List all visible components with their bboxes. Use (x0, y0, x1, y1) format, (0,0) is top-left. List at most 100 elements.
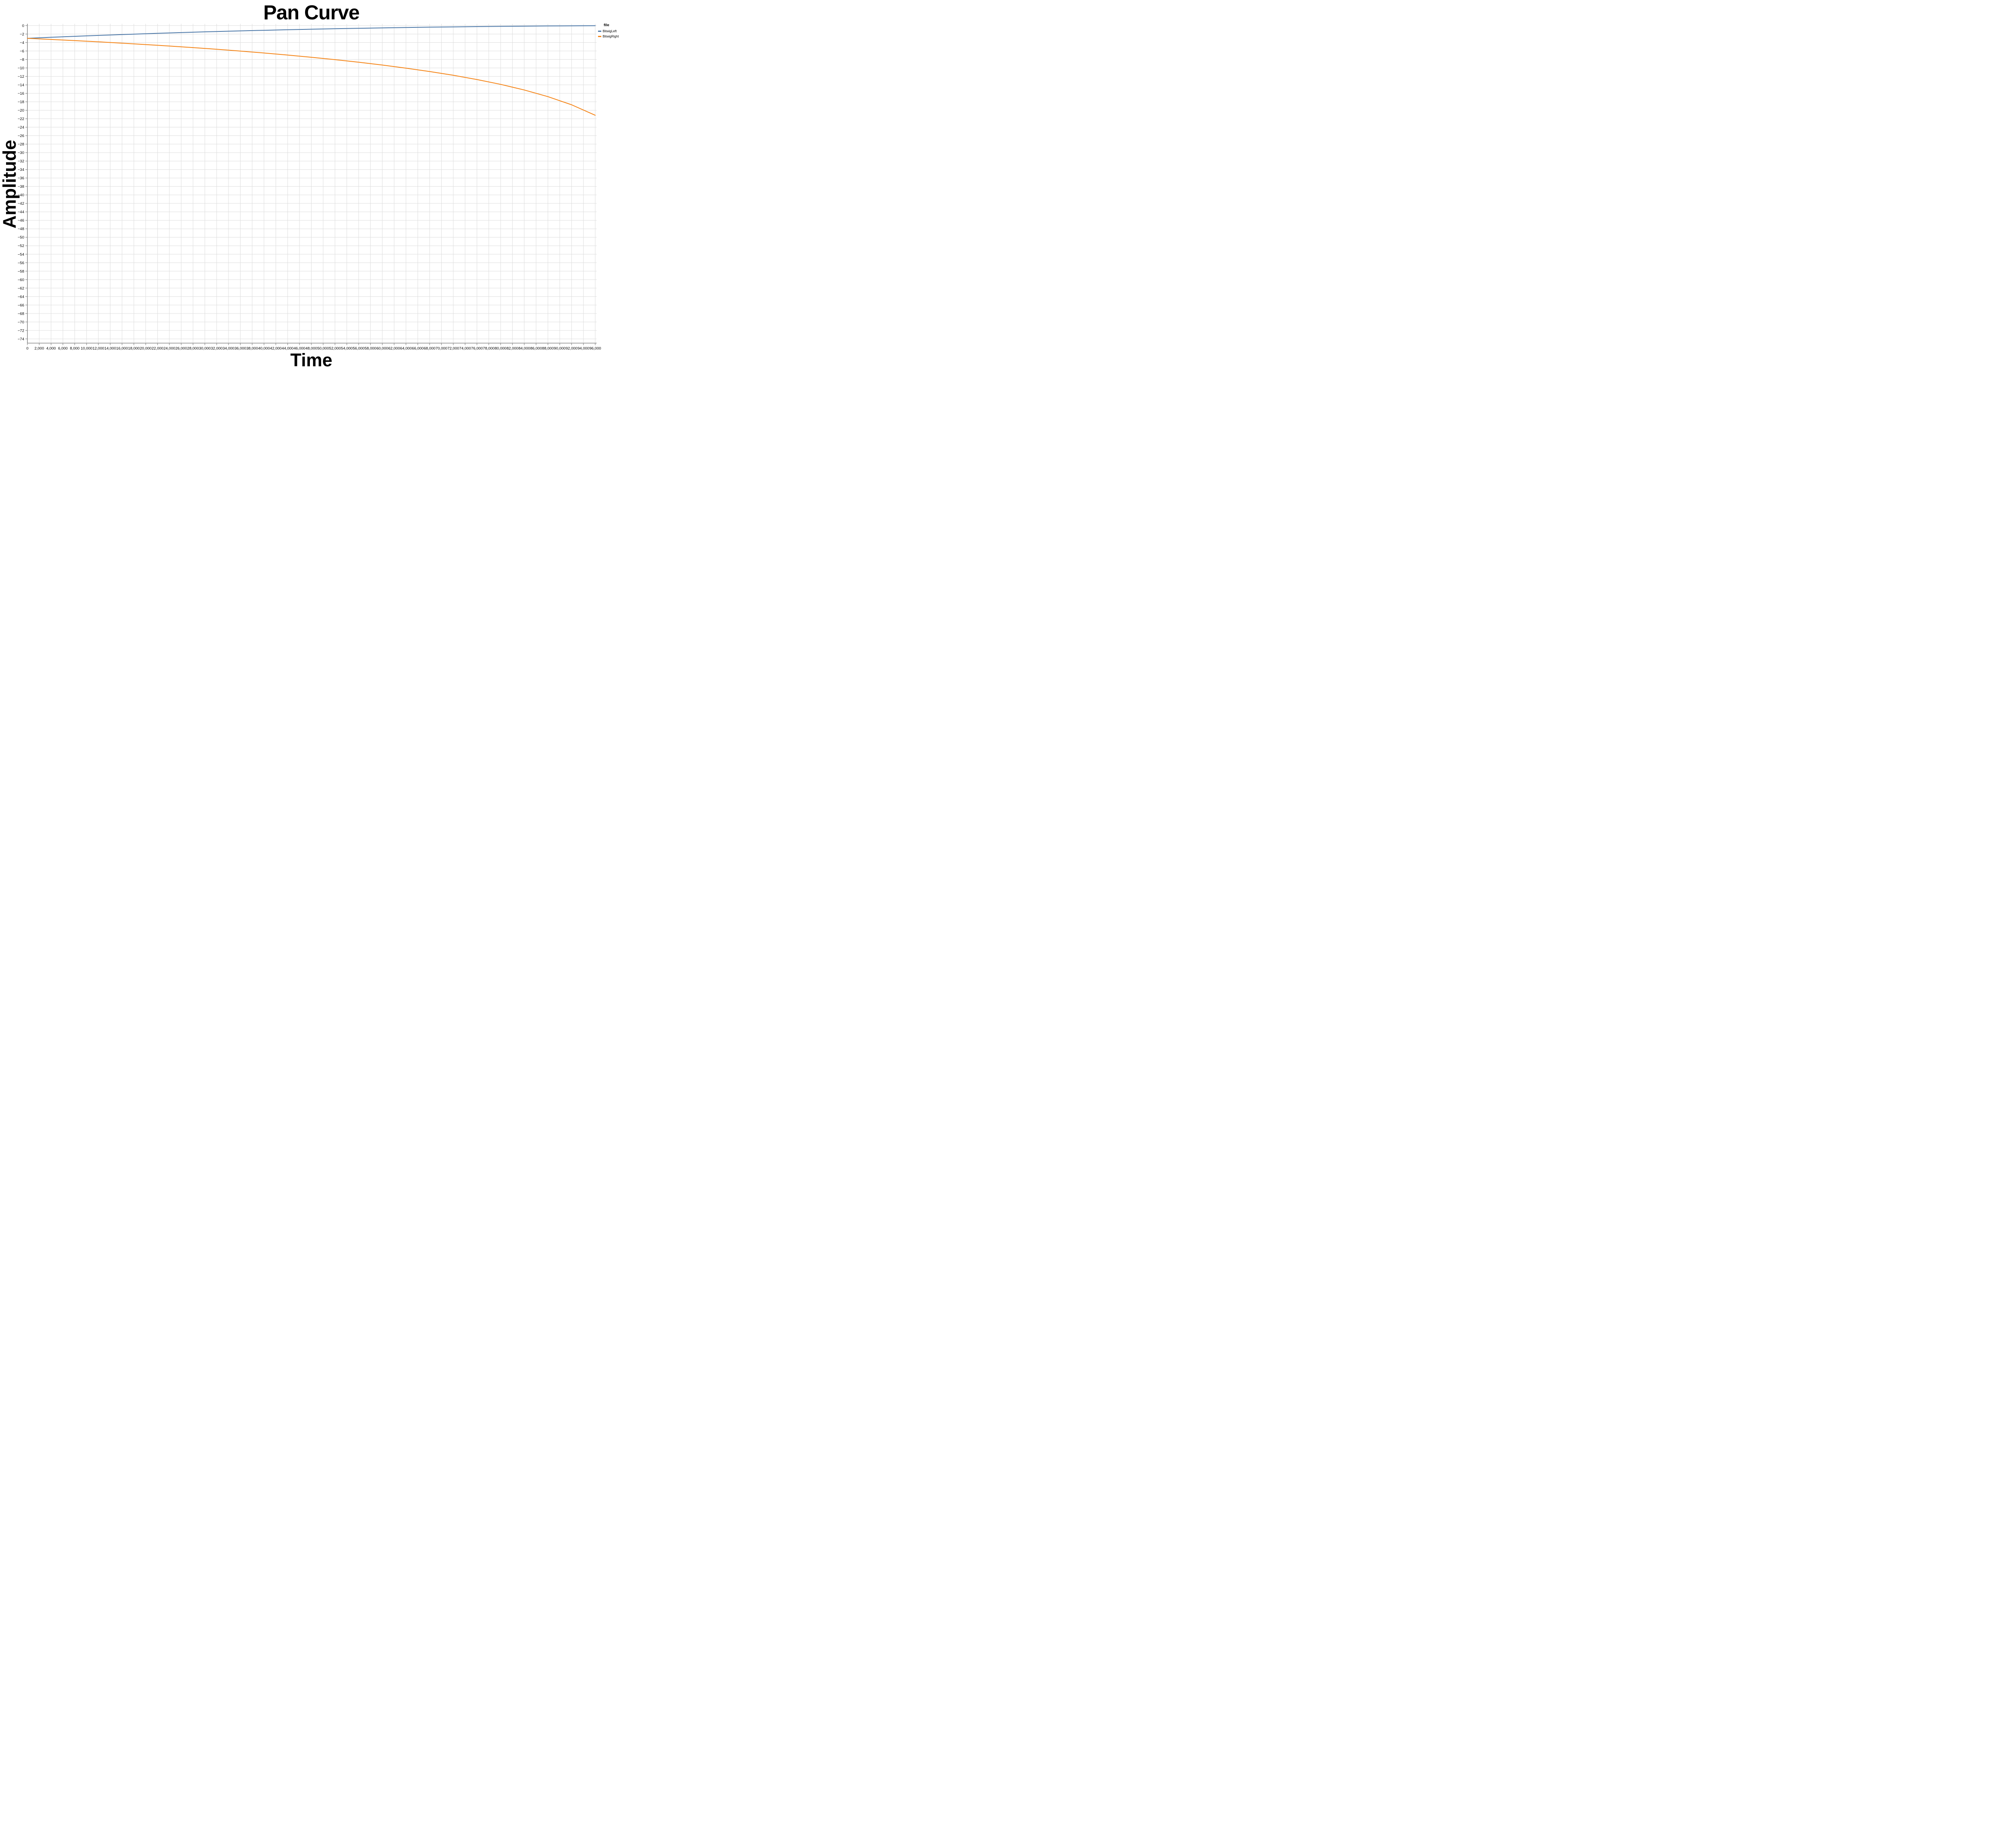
y-tick-labels: 0 −2 −4 −6 −8 −10 −12 −14 −16 −18 −20 −22 −24 −26 −28 −… (18, 24, 24, 341)
svg-text:−60: −60 (18, 278, 24, 282)
svg-text:30,000: 30,000 (199, 347, 211, 351)
svg-text:28,000: 28,000 (187, 347, 199, 351)
svg-text:−56: −56 (18, 261, 24, 265)
svg-text:26,000: 26,000 (175, 347, 187, 351)
svg-text:−26: −26 (18, 134, 24, 138)
svg-text:−34: −34 (18, 168, 24, 172)
svg-text:6,000: 6,000 (58, 347, 68, 351)
legend-item: BitwigRight (598, 35, 619, 38)
svg-text:12,000: 12,000 (93, 347, 104, 351)
svg-text:82,000: 82,000 (507, 347, 518, 351)
svg-text:−16: −16 (18, 91, 24, 96)
svg-text:−36: −36 (18, 176, 24, 181)
svg-text:24,000: 24,000 (164, 347, 175, 351)
series-line-BitwigRight (27, 38, 596, 116)
svg-text:−6: −6 (20, 49, 24, 54)
svg-text:72,000: 72,000 (447, 347, 459, 351)
axis-ticks (25, 25, 596, 345)
x-tick-labels: 0 2,000 4,000 6,000 8,000 10,000 12,000 14,000 1… (26, 347, 601, 351)
chart-title: Pan Curve (263, 1, 359, 24)
svg-text:42,000: 42,000 (270, 347, 282, 351)
legend-line-swatch (598, 36, 601, 37)
svg-text:86,000: 86,000 (530, 347, 542, 351)
svg-text:−50: −50 (18, 235, 24, 240)
svg-text:−42: −42 (18, 201, 24, 206)
svg-text:78,000: 78,000 (483, 347, 494, 351)
svg-text:32,000: 32,000 (211, 347, 222, 351)
svg-text:−4: −4 (20, 41, 24, 45)
svg-text:−10: −10 (18, 66, 24, 71)
gridlines (27, 24, 597, 343)
svg-text:−52: −52 (18, 244, 24, 248)
x-axis-title: Time (290, 350, 332, 370)
svg-text:−70: −70 (18, 320, 24, 324)
svg-text:−46: −46 (18, 218, 24, 223)
svg-text:34,000: 34,000 (222, 347, 234, 351)
legend-item: BitwigLeft (598, 29, 619, 33)
svg-text:66,000: 66,000 (412, 347, 424, 351)
svg-text:76,000: 76,000 (471, 347, 483, 351)
svg-text:80,000: 80,000 (495, 347, 507, 351)
svg-text:−24: −24 (18, 125, 24, 130)
svg-text:−44: −44 (18, 210, 24, 214)
svg-text:−28: −28 (18, 142, 24, 147)
svg-text:88,000: 88,000 (542, 347, 554, 351)
svg-text:−74: −74 (18, 337, 24, 341)
svg-text:60,000: 60,000 (376, 347, 388, 351)
legend-item-label: BitwigLeft (602, 29, 617, 33)
svg-text:74,000: 74,000 (459, 347, 471, 351)
svg-text:20,000: 20,000 (140, 347, 152, 351)
series-lines (27, 25, 596, 116)
svg-text:50,000: 50,000 (317, 347, 329, 351)
svg-text:10,000: 10,000 (81, 347, 92, 351)
svg-text:70,000: 70,000 (436, 347, 447, 351)
svg-text:−64: −64 (18, 295, 24, 299)
legend-item-label: BitwigRight (602, 35, 619, 38)
chart: 0 2,000 4,000 6,000 8,000 10,000 12,000 14,000 1… (0, 0, 619, 370)
svg-text:−2: −2 (20, 32, 24, 37)
axis-domain (27, 24, 597, 344)
svg-text:14,000: 14,000 (104, 347, 116, 351)
svg-text:−54: −54 (18, 252, 24, 257)
svg-text:−38: −38 (18, 185, 24, 189)
svg-text:−30: −30 (18, 151, 24, 155)
svg-text:2,000: 2,000 (34, 347, 44, 351)
svg-text:16,000: 16,000 (116, 347, 128, 351)
svg-text:0: 0 (22, 24, 24, 28)
svg-text:54,000: 54,000 (341, 347, 353, 351)
svg-text:90,000: 90,000 (554, 347, 565, 351)
svg-text:62,000: 62,000 (388, 347, 400, 351)
svg-text:40,000: 40,000 (258, 347, 270, 351)
svg-text:44,000: 44,000 (282, 347, 293, 351)
svg-text:−66: −66 (18, 303, 24, 307)
svg-text:−18: −18 (18, 100, 24, 104)
legend-title: file (604, 23, 609, 27)
svg-text:−72: −72 (18, 328, 24, 333)
svg-text:−68: −68 (18, 311, 24, 316)
svg-text:64,000: 64,000 (400, 347, 412, 351)
svg-text:−20: −20 (18, 108, 24, 113)
svg-text:48,000: 48,000 (305, 347, 317, 351)
svg-text:22,000: 22,000 (152, 347, 163, 351)
svg-text:−12: −12 (18, 75, 24, 79)
svg-text:−58: −58 (18, 269, 24, 274)
svg-text:96,000: 96,000 (589, 347, 601, 351)
svg-text:94,000: 94,000 (577, 347, 589, 351)
svg-text:36,000: 36,000 (235, 347, 246, 351)
svg-text:52,000: 52,000 (329, 347, 341, 351)
svg-text:18,000: 18,000 (128, 347, 140, 351)
svg-text:58,000: 58,000 (365, 347, 376, 351)
svg-text:−32: −32 (18, 159, 24, 164)
svg-text:0: 0 (26, 347, 28, 351)
svg-text:56,000: 56,000 (353, 347, 364, 351)
svg-text:−22: −22 (18, 117, 24, 121)
svg-text:84,000: 84,000 (518, 347, 530, 351)
svg-text:8,000: 8,000 (70, 347, 80, 351)
svg-text:−40: −40 (18, 193, 24, 197)
svg-text:38,000: 38,000 (246, 347, 258, 351)
legend-items: BitwigLeft BitwigRight (598, 29, 619, 38)
svg-text:68,000: 68,000 (424, 347, 436, 351)
series-line-BitwigLeft (27, 25, 596, 39)
plot-svg: 0 2,000 4,000 6,000 8,000 10,000 12,000 14,000 1… (18, 24, 601, 351)
svg-text:92,000: 92,000 (566, 347, 577, 351)
